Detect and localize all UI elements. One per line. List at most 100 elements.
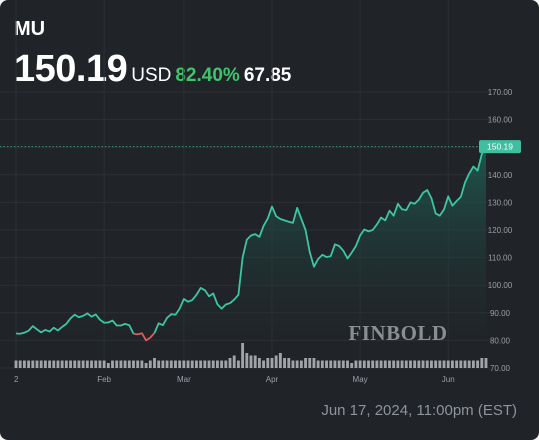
- volume-bar: [257, 358, 261, 368]
- volume-bar: [148, 360, 152, 368]
- y-tick-label: 100.00: [488, 281, 513, 290]
- volume-bar: [90, 360, 93, 368]
- volume-bar: [379, 360, 383, 368]
- volume-bar: [467, 360, 471, 368]
- volume-bar: [274, 355, 278, 368]
- volume-bar: [253, 355, 257, 368]
- volume-bar: [471, 360, 475, 368]
- volume-bar: [299, 360, 303, 368]
- x-tick-label: Mar: [177, 375, 191, 384]
- volume-bar: [153, 358, 156, 368]
- volume-bar: [43, 360, 47, 368]
- y-tick-label: 80.00: [490, 336, 511, 345]
- volume-bar: [308, 358, 312, 368]
- change-percent: 82.40%: [175, 65, 240, 86]
- price-line-down: [133, 332, 156, 342]
- volume-bar: [119, 360, 123, 368]
- volume-bar: [442, 360, 446, 368]
- volume-bar: [278, 353, 282, 368]
- x-tick-label: May: [353, 375, 368, 384]
- volume-bar: [81, 360, 85, 368]
- volume-bar: [304, 358, 307, 368]
- volume-bar: [106, 363, 110, 368]
- volume-bar: [434, 360, 438, 368]
- volume-bar: [291, 360, 295, 368]
- volume-bar: [354, 360, 358, 368]
- y-tick-label: 120.00: [488, 226, 513, 235]
- volume-bar: [14, 360, 18, 368]
- watermark-text: FINBOLD: [348, 321, 447, 345]
- volume-bar: [64, 360, 68, 368]
- y-tick-label: 70.00: [490, 364, 511, 373]
- volume-bar: [60, 360, 64, 368]
- volume-bar: [333, 360, 337, 368]
- volume-bar: [476, 360, 480, 368]
- timestamp: Jun 17, 2024, 11:00pm (EST): [321, 402, 517, 419]
- volume-bar: [73, 360, 77, 368]
- volume-bar: [417, 360, 421, 368]
- volume-bar: [127, 360, 131, 368]
- volume-bar: [136, 360, 140, 368]
- volume-bar: [396, 360, 400, 368]
- volume-bar: [115, 360, 119, 368]
- volume-bars: [14, 343, 488, 368]
- volume-bar: [195, 360, 198, 368]
- volume-bar: [266, 358, 270, 368]
- price-lines: [0, 146, 487, 342]
- volume-bar: [350, 363, 354, 368]
- volume-bar: [245, 353, 249, 368]
- volume-bar: [287, 358, 291, 368]
- volume-bar: [199, 360, 203, 368]
- volume-bar: [425, 360, 429, 368]
- volume-bar: [337, 360, 341, 368]
- change-absolute: 67.85: [243, 65, 292, 86]
- volume-bar: [174, 360, 177, 368]
- current-price: 150.19: [14, 48, 128, 90]
- volume-bar: [371, 360, 375, 368]
- y-axis: 70.00 80.00 90.00 100.00 110.00 120.00 130.00 1…: [488, 88, 513, 373]
- volume-bar: [388, 360, 391, 368]
- y-tick-label: 110.00: [488, 254, 512, 263]
- volume-bar: [320, 360, 324, 368]
- volume-bar: [144, 363, 148, 368]
- volume-bar: [140, 360, 144, 368]
- x-axis: 2 Feb Mar Apr May Jun: [14, 375, 455, 384]
- volume-bar: [207, 360, 211, 368]
- volume-bar: [312, 358, 316, 368]
- volume-bar: [77, 360, 81, 368]
- y-tick-label: 140.00: [488, 171, 513, 180]
- volume-bar: [484, 358, 488, 368]
- ticker-symbol: MU: [14, 18, 46, 40]
- volume-bar: [31, 360, 35, 368]
- volume-bar: [169, 360, 173, 368]
- volume-bar: [480, 358, 484, 368]
- volume-bar: [211, 360, 215, 368]
- volume-bar: [161, 360, 165, 368]
- volume-bar: [446, 360, 450, 368]
- volume-bar: [186, 360, 190, 368]
- volume-bar: [413, 360, 417, 368]
- volume-bar: [455, 360, 459, 368]
- volume-bar: [451, 360, 454, 368]
- volume-bar: [98, 360, 102, 368]
- volume-bar: [102, 360, 106, 368]
- volume-bar: [94, 360, 98, 368]
- volume-bar: [346, 360, 349, 368]
- volume-bar: [375, 360, 379, 368]
- volume-bar: [358, 360, 362, 368]
- volume-bar: [220, 360, 224, 368]
- volume-bar: [283, 358, 286, 368]
- volume-bar: [325, 360, 328, 368]
- volume-bar: [35, 360, 39, 368]
- volume-bar: [270, 358, 274, 368]
- volume-bar: [383, 360, 387, 368]
- volume-bar: [463, 360, 467, 368]
- volume-bar: [329, 360, 333, 368]
- volume-bar: [228, 358, 232, 368]
- volume-bar: [85, 360, 89, 368]
- volume-bar: [48, 360, 51, 368]
- y-tick-label: 170.00: [488, 88, 513, 97]
- volume-bar: [56, 360, 60, 368]
